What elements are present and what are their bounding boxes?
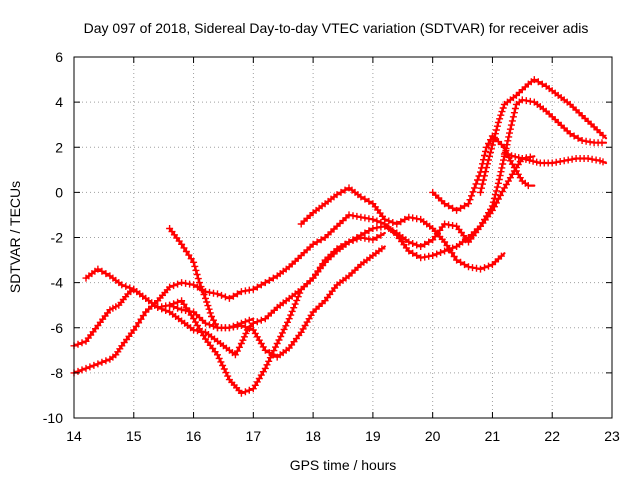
y-tick-label: 0 xyxy=(55,184,63,200)
y-tick-label: 4 xyxy=(55,94,63,110)
series-markers xyxy=(297,184,505,273)
series-line xyxy=(431,134,536,212)
series-arc-h xyxy=(477,76,608,196)
x-tick-label: 17 xyxy=(246,428,262,444)
x-tick-label: 18 xyxy=(305,428,321,444)
series-arc-e xyxy=(166,225,255,332)
y-tick-label: -2 xyxy=(51,230,64,246)
y-tick-label: -6 xyxy=(51,320,64,336)
y-tick-label: 6 xyxy=(55,49,63,65)
series-markers xyxy=(166,225,253,332)
x-tick-label: 21 xyxy=(485,428,501,444)
y-axis-ticks: -10 -8 -6 -4 -2 0 2 4 6 xyxy=(43,49,612,426)
chart-title: Day 097 of 2018, Sidereal Day-to-day VTE… xyxy=(84,20,589,36)
y-tick-label: -10 xyxy=(43,410,63,426)
grid xyxy=(74,57,612,418)
series-arc-a xyxy=(70,96,608,359)
y-tick-label: -4 xyxy=(51,275,64,291)
series-markers xyxy=(429,132,532,214)
x-tick-label: 23 xyxy=(604,428,620,444)
y-tick-label: 2 xyxy=(55,139,63,155)
series-markers xyxy=(70,96,606,359)
data-series xyxy=(70,76,608,397)
y-axis-label: SDTVAR / TECUs xyxy=(7,181,23,293)
y-tick-label: -8 xyxy=(51,365,64,381)
x-axis-label: GPS time / hours xyxy=(290,457,397,473)
series-line xyxy=(84,231,386,395)
x-axis-ticks: 14 15 16 17 18 19 20 21 22 23 xyxy=(66,57,620,444)
x-tick-label: 14 xyxy=(66,428,82,444)
x-tick-label: 20 xyxy=(425,428,441,444)
series-markers xyxy=(500,150,607,167)
x-tick-label: 16 xyxy=(186,428,202,444)
series-markers xyxy=(82,231,385,397)
series-arc-g xyxy=(429,132,536,214)
x-tick-label: 19 xyxy=(365,428,381,444)
series-arc-d xyxy=(82,231,386,397)
series-arc-i xyxy=(500,150,608,167)
series-markers xyxy=(477,76,607,196)
series-line xyxy=(72,98,608,356)
series-arc-f xyxy=(297,184,506,273)
x-tick-label: 22 xyxy=(544,428,560,444)
x-tick-label: 15 xyxy=(126,428,142,444)
